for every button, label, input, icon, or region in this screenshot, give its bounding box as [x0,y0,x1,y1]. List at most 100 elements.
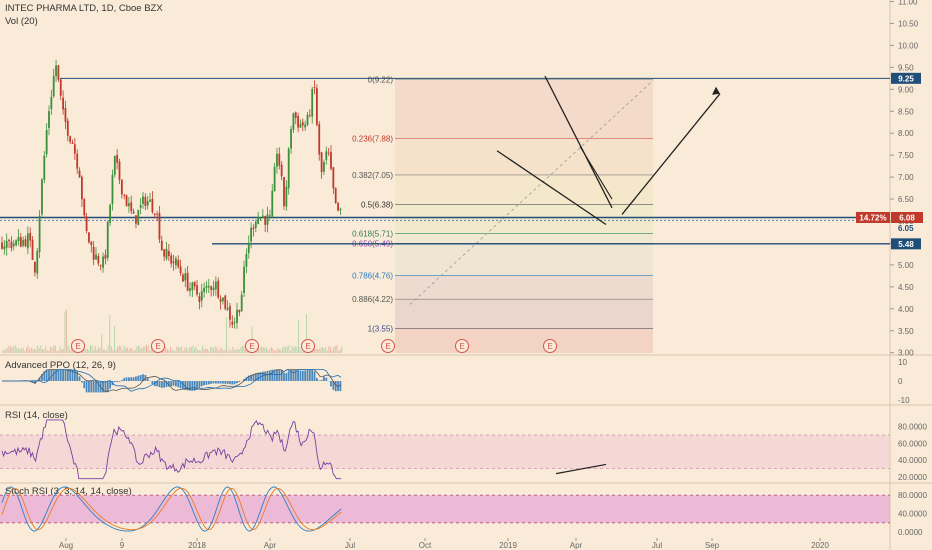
volume-bar [138,345,139,353]
candle [327,147,330,156]
candle [339,207,342,216]
candle-body [205,285,208,288]
earnings-marker-label: E [155,342,160,351]
candle [257,212,260,225]
volume-bar [69,349,71,353]
ppo-bar [214,381,217,384]
candle-body [59,79,62,96]
volume-bar [333,347,335,353]
volume-bar [238,349,240,353]
volume-bar [192,345,194,353]
price-axis-label: 10.50 [898,19,919,28]
candle [125,194,128,207]
ppo-bar [106,381,109,393]
ppo-bar [88,381,90,393]
candle-body [210,286,213,290]
volume-bar [190,347,192,353]
volume-bar [226,317,227,353]
volume-bar [189,346,191,353]
candle [135,215,137,229]
volume-bar [109,314,111,353]
candle [259,216,262,221]
x-axis-label: Jul [345,541,355,550]
x-axis-label: Apr [570,541,583,550]
volume-bar [341,346,343,353]
candle-body [71,142,74,144]
candle-body [78,170,81,178]
ppo-bar [160,381,163,388]
ppo-bar [177,381,180,388]
candle [151,191,154,214]
ppo-bar [146,377,149,381]
volume-bar [176,346,178,353]
candle [102,252,104,273]
candle-body [217,280,220,298]
candle-body [332,167,335,189]
candle-body [165,248,168,259]
ppo-bar [50,369,53,381]
ppo-bar [318,380,321,381]
volume-bar [114,326,115,353]
candle [193,281,196,291]
price-axis-label: 9.00 [898,85,914,94]
volume-bar [334,346,336,353]
volume-bar [149,350,151,353]
volume-bar [339,349,341,353]
candle [332,166,335,194]
ppo-bar [196,381,198,390]
ppo-signal-line [2,369,342,392]
ppo-bar [308,369,311,381]
fib-trend-line [409,80,654,305]
ppo-bar [210,381,213,384]
volume-bar [242,346,243,353]
volume-bar [194,348,195,353]
candle-body [45,129,48,155]
ppo-bar [179,381,182,389]
candle-body [8,239,10,242]
candle [177,255,180,269]
candle-body [323,162,325,172]
ppo-bar [257,372,260,381]
volume-bar [277,348,279,353]
volume-bar [10,346,11,353]
candle-body [156,214,158,215]
ppo-bar [104,381,107,393]
volume-bar [270,347,272,353]
candle [254,219,257,233]
volume-bar [8,346,10,353]
volume-bar [338,350,339,353]
candle-body [304,124,307,128]
candle [165,241,168,261]
candle-body [125,195,128,207]
candle-body [266,214,269,225]
volume-bar [48,350,50,353]
ppo-bar [280,369,283,381]
volume-bar [91,345,93,353]
volume-bar [294,346,296,353]
volume-bar [301,350,303,353]
volume-bar [240,346,242,353]
volume-bar [53,345,55,353]
candle-body [113,155,116,175]
candle-body [22,239,25,246]
volume-bar [34,349,35,353]
ppo-bar [316,377,318,381]
ppo-bar [247,375,250,381]
earnings-marker-label: E [75,342,80,351]
volume-bar [202,345,203,353]
ppo-bar [198,381,201,389]
price-axis-label: 11.00 [898,0,918,7]
candle [186,265,189,292]
ppo-bar [311,369,314,381]
volume-bar [323,348,325,353]
volume-bar [147,345,149,353]
candle [62,90,64,115]
candle-body [264,216,267,225]
candle-body [29,232,32,241]
volume-bar [96,349,98,353]
candle [224,294,227,311]
candle [26,226,29,255]
ppo-bar [76,371,79,381]
